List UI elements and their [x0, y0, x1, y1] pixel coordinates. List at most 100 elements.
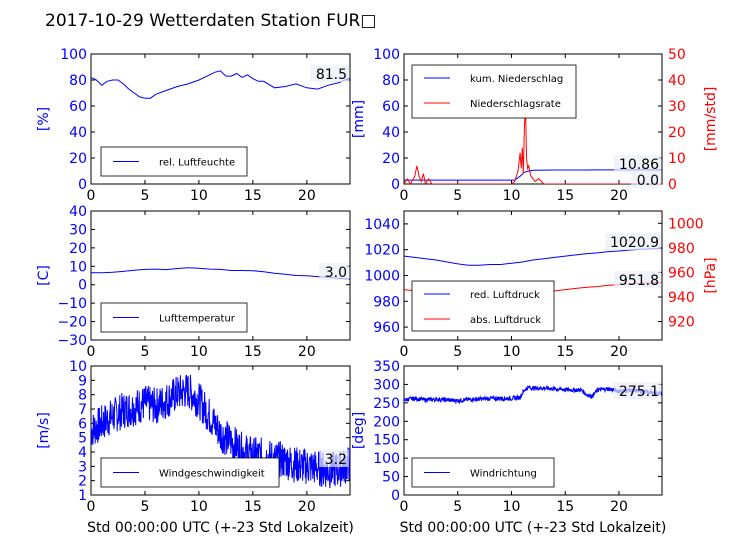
value-annotation: 81.5	[316, 67, 347, 83]
y-tick-label: −10	[57, 296, 87, 312]
page-title: 2017-10-29 Wetterdaten Station FUR□	[45, 11, 376, 31]
x-tick-label: 5	[140, 344, 149, 360]
value-annotation-bg	[614, 271, 661, 288]
y-tick-label: 20	[382, 151, 400, 167]
x-axis-label: Std 00:00:00 UTC (+-23 Std Lokalzeit)	[87, 520, 354, 536]
y-tick-label: 4	[78, 445, 87, 461]
y-tick-label: 9	[78, 373, 87, 389]
value-annotation-bg	[319, 263, 349, 280]
y-tick-label: 7	[78, 402, 87, 418]
x-tick-label: 10	[190, 344, 208, 360]
x-axis-label: Std 00:00:00 UTC (+-23 Std Lokalzeit)	[400, 520, 667, 536]
y-tick-label: 0	[78, 278, 87, 294]
x-tick-label: 0	[400, 344, 409, 360]
y-tick-label: 60	[69, 99, 87, 115]
x-tick-label: 20	[298, 499, 316, 515]
y-tick-label: −30	[57, 333, 87, 349]
series-line-1	[91, 70, 350, 99]
value-annotation: 275.1	[619, 384, 659, 400]
y2-tick-label: 940	[668, 290, 695, 306]
y-tick-label: −20	[57, 315, 87, 331]
value-annotation: 3.0	[325, 265, 347, 281]
y-axis-label: [m/s]	[36, 412, 52, 449]
y-tick-label: 3	[78, 459, 87, 475]
x-tick-label: 5	[140, 188, 149, 204]
x-tick-label: 5	[453, 344, 462, 360]
x-tick-label: 0	[400, 188, 409, 204]
y2-tick-label: 980	[668, 241, 695, 257]
y-tick-label: 100	[60, 47, 87, 63]
value-annotation-bg	[631, 171, 661, 188]
value-annotation-bg	[319, 450, 349, 467]
y-tick-label: 2	[78, 474, 87, 490]
y2-tick-label: 0	[668, 177, 677, 193]
x-tick-label: 10	[190, 499, 208, 515]
legend-label: Windrichtung	[470, 469, 537, 480]
y-tick-label: 20	[69, 241, 87, 257]
value-annotation: 10.86	[619, 157, 659, 173]
x-tick-label: 20	[298, 188, 316, 204]
value-annotation-bg	[614, 382, 661, 399]
x-tick-label: 0	[87, 188, 96, 204]
legend-label: rel. Luftfeuchte	[159, 158, 235, 169]
value-annotation-bg	[310, 65, 349, 82]
x-tick-label: 20	[610, 188, 628, 204]
value-annotation: 951.8	[619, 273, 659, 289]
legend-label: Windgeschwindigkeit	[159, 469, 265, 480]
y2-tick-label: 50	[668, 47, 686, 63]
y-tick-label: 100	[373, 47, 400, 63]
y-tick-label: 250	[373, 396, 400, 412]
value-annotation-bg	[605, 233, 661, 250]
x-tick-label: 15	[244, 499, 262, 515]
x-tick-label: 20	[610, 499, 628, 515]
y-tick-label: 0	[78, 177, 87, 193]
y-tick-label: 100	[373, 451, 400, 467]
y-tick-label: 40	[69, 204, 87, 220]
x-tick-label: 15	[556, 188, 574, 204]
legend-label: abs. Luftdruck	[470, 315, 541, 326]
x-tick-label: 10	[503, 344, 521, 360]
x-tick-label: 15	[244, 188, 262, 204]
x-tick-label: 5	[453, 188, 462, 204]
y-axis-label: [%]	[36, 107, 52, 131]
value-annotation-bg	[614, 155, 661, 172]
y-tick-label: 10	[69, 359, 87, 375]
y-tick-label: 60	[382, 99, 400, 115]
legend-box	[411, 280, 555, 332]
y2-tick-label: 1000	[668, 216, 704, 232]
legend-label: red. Luftdruck	[470, 290, 540, 301]
y-tick-label: 50	[382, 470, 400, 486]
y-tick-label: 80	[382, 73, 400, 89]
value-annotation: 0.0	[637, 173, 659, 189]
y-tick-label: 1040	[364, 217, 400, 233]
chart-panel-2: 0 5 10 15 20 0 20 40 60 80 100 0 10 20 30 40 50 [mm] [mm/s…	[351, 47, 719, 204]
y2-tick-label: 20	[668, 125, 686, 141]
y-tick-label: 40	[382, 125, 400, 141]
y2-axis-label: [hPa]	[703, 257, 719, 293]
series-line-1	[91, 374, 350, 489]
value-annotation: 1020.9	[610, 235, 659, 251]
y-tick-label: 40	[69, 125, 87, 141]
y-tick-label: 30	[69, 222, 87, 238]
legend-label: kum. Niederschlag	[470, 74, 563, 85]
y2-tick-label: 40	[668, 73, 686, 89]
y-tick-label: 0	[391, 488, 400, 504]
y-tick-label: 960	[373, 320, 400, 336]
y-tick-label: 10	[69, 259, 87, 275]
y-tick-label: 200	[373, 414, 400, 430]
x-tick-label: 10	[503, 499, 521, 515]
y-tick-label: 80	[69, 73, 87, 89]
x-tick-label: 20	[610, 344, 628, 360]
y-tick-label: 8	[78, 388, 87, 404]
legend-box	[411, 64, 577, 119]
y-tick-label: 20	[69, 151, 87, 167]
y-tick-label: 0	[391, 177, 400, 193]
x-tick-label: 15	[556, 499, 574, 515]
x-tick-label: 10	[190, 188, 208, 204]
chart-panel-1: 0 5 10 15 20 0 20 40 60 80 100 [%] rel. Luftfeuchte 8…	[36, 47, 351, 204]
series-line-1	[91, 267, 350, 280]
y-tick-label: 5	[78, 431, 87, 447]
x-tick-label: 15	[556, 344, 574, 360]
